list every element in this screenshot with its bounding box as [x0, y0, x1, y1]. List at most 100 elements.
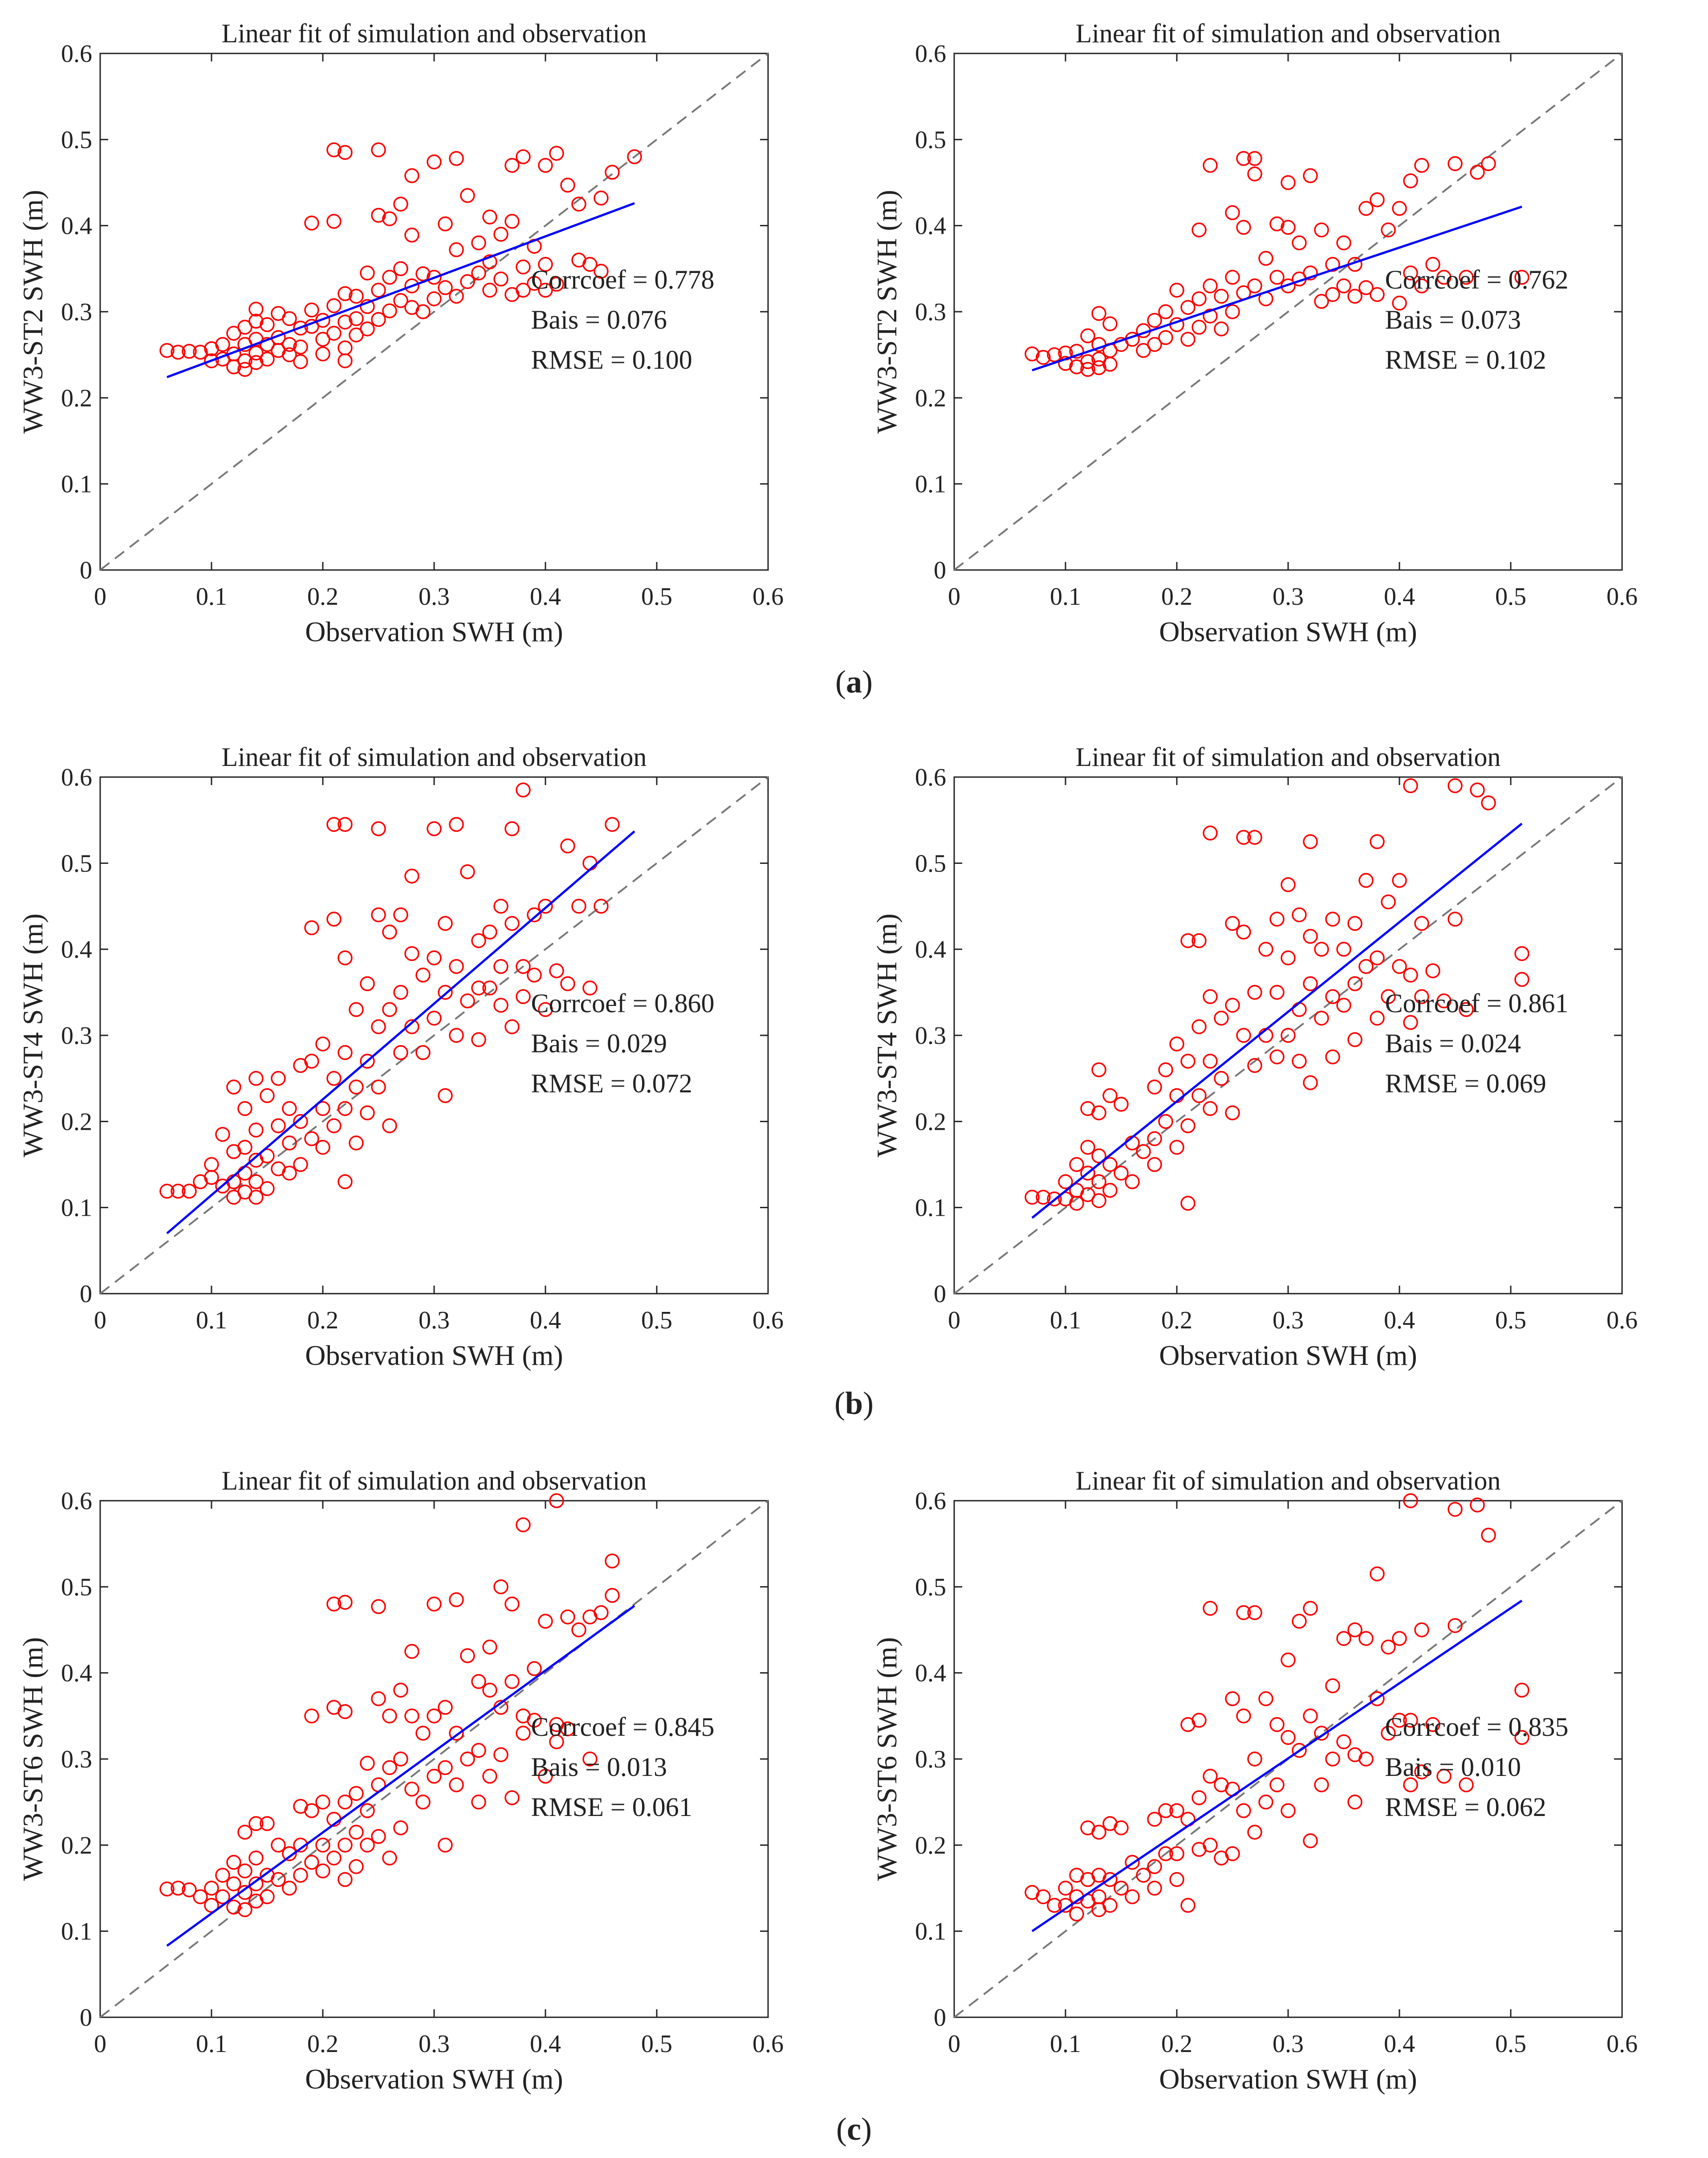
data-point — [482, 209, 497, 225]
corrcoef-text: Corrcoef = 0.861 — [1385, 989, 1569, 1018]
data-point — [1036, 1189, 1051, 1205]
y-tick-label: 0.6 — [61, 40, 92, 68]
data-point — [1158, 1114, 1173, 1129]
data-point — [504, 214, 520, 229]
data-point — [1058, 1881, 1073, 1896]
data-point — [1247, 985, 1262, 1000]
data-point — [1281, 1803, 1296, 1818]
y-tick-label: 0.1 — [61, 1918, 92, 1946]
x-tick-label: 0 — [94, 1307, 106, 1334]
rmse-text: RMSE = 0.062 — [1385, 1792, 1546, 1822]
data-point — [360, 265, 375, 281]
data-point — [1203, 1837, 1218, 1853]
data-point — [1370, 1566, 1385, 1582]
data-point — [516, 149, 531, 164]
data-point — [237, 1824, 252, 1840]
data-point — [493, 271, 508, 287]
data-point — [404, 278, 419, 293]
data-point — [248, 1071, 264, 1086]
data-point — [1180, 1897, 1196, 1913]
data-point — [1414, 916, 1429, 931]
data-point — [1414, 278, 1429, 293]
data-point — [1392, 959, 1407, 974]
y-tick-label: 0.1 — [61, 471, 92, 498]
corrcoef-text: Corrcoef = 0.778 — [531, 265, 715, 294]
data-point — [427, 1010, 442, 1026]
chart-c-right: 0 0.1 0.2 0.3 0.4 0.5 0.6 0 0.1 0.2 0.3 0.4 0.5 0.6 Li… — [871, 1466, 1638, 2095]
data-point — [1069, 1906, 1084, 1922]
data-point — [338, 817, 353, 832]
data-point — [449, 959, 464, 974]
data-point — [1036, 1889, 1051, 1905]
chart-a-right: 0 0.1 0.2 0.3 0.4 0.5 0.6 0 0.1 0.2 0.3 0.4 0.5 0.6 Li… — [871, 19, 1638, 647]
data-point — [1169, 282, 1184, 298]
data-point — [516, 989, 531, 1004]
data-points — [1025, 778, 1529, 1211]
data-point — [1436, 993, 1452, 1009]
data-point — [248, 1174, 264, 1189]
data-point — [438, 916, 453, 931]
data-point — [1370, 950, 1385, 965]
data-point — [427, 1768, 442, 1784]
data-point — [1169, 1803, 1184, 1818]
data-point — [582, 257, 598, 272]
data-point — [1314, 1777, 1329, 1792]
data-point — [1225, 916, 1240, 931]
data-point — [1347, 1032, 1362, 1047]
data-point — [1481, 795, 1496, 810]
data-point — [182, 1882, 197, 1897]
data-point — [1347, 916, 1362, 931]
data-point — [382, 1002, 397, 1017]
data-point — [326, 912, 342, 927]
x-tick-label: 0 — [948, 2030, 960, 2058]
x-axis-label: Observation SWH (m) — [1159, 2063, 1417, 2095]
data-point — [159, 343, 175, 358]
data-point — [338, 1595, 353, 1610]
chart-b-left: 0 0.1 0.2 0.3 0.4 0.5 0.6 0 0.1 0.2 0.3 0.4 0.5 0.6 Li… — [17, 742, 784, 1371]
data-point — [1381, 894, 1396, 910]
data-point — [404, 1781, 419, 1797]
y-tick-label: 0.6 — [915, 764, 946, 791]
data-point — [360, 1755, 375, 1771]
data-point — [1102, 1183, 1118, 1198]
data-point — [1180, 1054, 1196, 1069]
data-point — [415, 1045, 431, 1060]
x-tick-label: 0.6 — [752, 583, 784, 611]
data-point — [1047, 1191, 1062, 1207]
x-tick-label: 0.2 — [1161, 2030, 1192, 2058]
data-point — [1180, 300, 1196, 315]
data-point — [293, 1114, 308, 1129]
data-point — [338, 1837, 353, 1853]
fit-line — [1032, 205, 1522, 371]
data-point — [1436, 269, 1452, 285]
data-point — [493, 227, 508, 242]
data-point — [393, 293, 408, 308]
data-point — [1236, 151, 1251, 166]
data-point — [382, 1850, 397, 1866]
data-point — [1448, 778, 1463, 794]
data-point — [1091, 1193, 1106, 1208]
data-point — [271, 1837, 286, 1853]
data-point — [1091, 1105, 1106, 1120]
data-point — [516, 282, 531, 298]
data-point — [1292, 1002, 1307, 1017]
data-point — [1514, 1682, 1529, 1698]
data-point — [371, 282, 386, 298]
data-point — [1114, 1881, 1129, 1896]
data-point — [1225, 1691, 1240, 1706]
data-point — [427, 821, 442, 836]
chart-title: Linear fit of simulation and observation — [1076, 19, 1501, 48]
chart-title: Linear fit of simulation and observation — [222, 1466, 647, 1495]
fit-line — [1031, 822, 1523, 1219]
data-point — [1258, 941, 1273, 957]
data-point — [338, 1101, 353, 1116]
y-tick-label: 0.6 — [61, 1487, 92, 1515]
data-point — [560, 1721, 575, 1737]
data-point — [338, 145, 353, 160]
chart-b-right: 0 0.1 0.2 0.3 0.4 0.5 0.6 0 0.1 0.2 0.3 0.4 0.5 0.6 Li… — [871, 742, 1638, 1371]
y-tick-label: 0.6 — [915, 40, 946, 68]
data-point — [1436, 1768, 1452, 1784]
data-point — [315, 1036, 330, 1052]
data-point — [260, 1148, 275, 1164]
data-point — [1514, 972, 1529, 987]
